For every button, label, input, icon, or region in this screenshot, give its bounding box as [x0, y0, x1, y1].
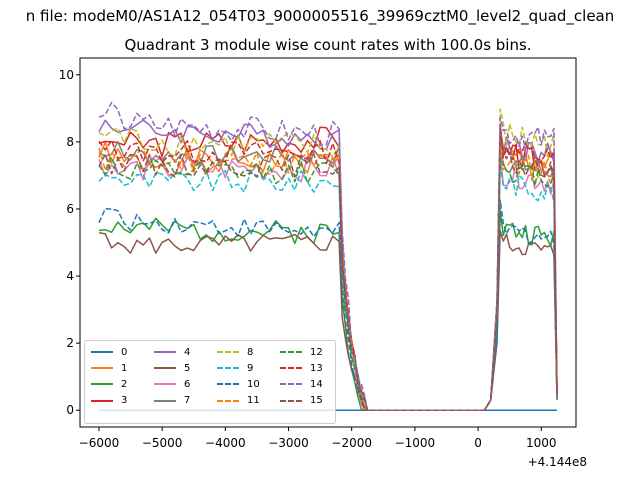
- x-tick-label: −4000: [205, 436, 246, 450]
- legend-swatch: [280, 383, 302, 386]
- legend-label: 5: [184, 362, 191, 374]
- x-tick-label: 0: [474, 436, 482, 450]
- legend-label: 3: [121, 395, 128, 407]
- legend-swatch: [154, 367, 176, 370]
- legend-item-6: 6: [154, 377, 190, 391]
- legend-label: 2: [121, 378, 128, 390]
- legend-label: 6: [184, 378, 191, 390]
- y-tick-label: 4: [66, 269, 74, 284]
- legend-swatch: [217, 367, 239, 370]
- legend-label: 8: [247, 346, 254, 358]
- legend-swatch: [280, 351, 302, 353]
- legend-swatch: [154, 399, 176, 402]
- legend-swatch: [91, 351, 113, 353]
- legend-item-1: 1: [91, 361, 127, 375]
- legend-swatch: [280, 399, 302, 402]
- series-line-14: [98, 101, 558, 411]
- legend-item-3: 3: [91, 394, 127, 408]
- legend-label: 4: [184, 346, 191, 358]
- x-tick-label: −1000: [394, 436, 436, 450]
- legend-item-14: 14: [280, 377, 323, 391]
- y-tick-label: 8: [66, 134, 74, 149]
- y-tick-label: 2: [66, 336, 74, 351]
- legend-swatch: [91, 367, 113, 370]
- legend-label: 1: [121, 362, 128, 374]
- legend-item-5: 5: [154, 361, 190, 375]
- legend-item-11: 11: [217, 394, 260, 408]
- x-tick-label: −5000: [141, 436, 183, 450]
- x-tick-label: 1000: [525, 436, 557, 450]
- x-offset-label: +4.144e8: [527, 455, 587, 469]
- series-line-13: [98, 124, 558, 411]
- legend-item-9: 9: [217, 361, 253, 375]
- legend-label: 7: [184, 395, 191, 407]
- legend-label: 0: [121, 346, 128, 358]
- series-line-5: [98, 229, 558, 411]
- figure-suptitle: n file: modeM0/AS1A12_054T03_9000005516_…: [25, 7, 615, 25]
- legend-label: 11: [247, 395, 260, 407]
- series-line-4: [98, 119, 558, 411]
- legend-item-2: 2: [91, 377, 127, 391]
- legend-swatch: [217, 351, 239, 353]
- legend-label: 10: [247, 378, 260, 390]
- legend-item-15: 15: [280, 394, 323, 408]
- legend-label: 9: [247, 362, 254, 374]
- series-line-15: [98, 135, 558, 411]
- legend-item-7: 7: [154, 394, 190, 408]
- legend-swatch: [154, 351, 176, 353]
- legend-swatch: [154, 383, 176, 386]
- y-tick-label: 0: [66, 403, 74, 418]
- x-tick-label: −2000: [331, 436, 372, 450]
- x-tick-label: −3000: [268, 436, 309, 450]
- x-tick-label: −6000: [78, 436, 120, 450]
- series-group: [98, 101, 558, 411]
- chart-title: Quadrant 3 module wise count rates with …: [124, 36, 532, 54]
- chart-legend: 0 1 2 3 4 5 6 7 8 9 10 11 12 13 14 15: [84, 340, 336, 424]
- legend-swatch: [217, 399, 239, 402]
- legend-item-8: 8: [217, 345, 253, 359]
- legend-label: 12: [310, 346, 323, 358]
- series-line-11: [98, 141, 558, 411]
- series-line-10: [98, 199, 558, 411]
- legend-label: 15: [310, 395, 323, 407]
- series-line-12: [98, 156, 558, 411]
- legend-label: 13: [310, 362, 323, 374]
- legend-item-12: 12: [280, 345, 323, 359]
- legend-item-13: 13: [280, 361, 323, 375]
- legend-swatch: [91, 399, 113, 402]
- series-line-8: [98, 108, 558, 411]
- y-tick-label: 10: [58, 67, 74, 82]
- legend-item-10: 10: [217, 377, 260, 391]
- legend-label: 14: [310, 378, 323, 390]
- y-tick-label: 6: [66, 201, 74, 216]
- legend-swatch: [280, 367, 302, 370]
- legend-swatch: [217, 383, 239, 386]
- legend-swatch: [91, 383, 113, 386]
- plot-frame: [79, 57, 577, 428]
- legend-item-0: 0: [91, 345, 127, 359]
- legend-item-4: 4: [154, 345, 190, 359]
